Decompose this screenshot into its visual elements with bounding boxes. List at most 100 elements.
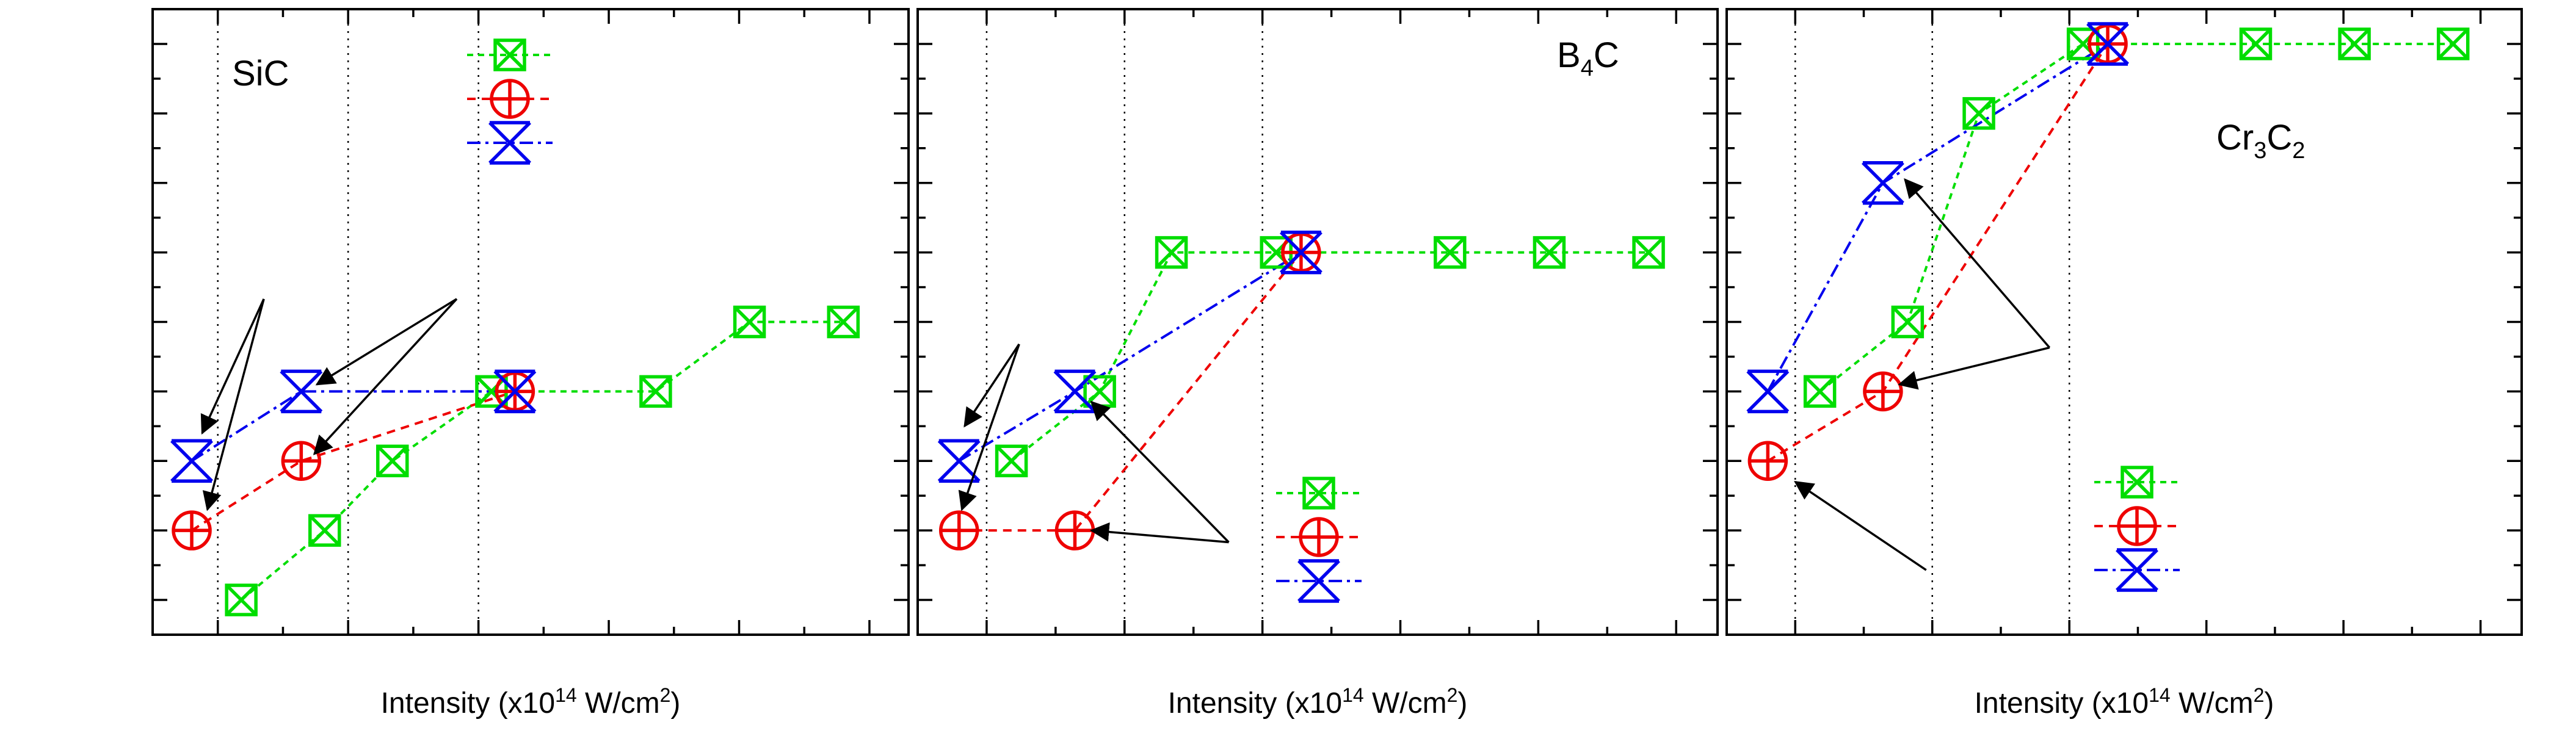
data-point-chirp-free bbox=[2338, 27, 2371, 60]
x-axis-title-mid: W/cm bbox=[1364, 687, 1447, 720]
data-point-neg-chirped bbox=[1053, 369, 1097, 414]
marker-chirp-free-x2 bbox=[1633, 236, 1665, 269]
annotation-arrow bbox=[1794, 480, 1927, 571]
marker-neg-chirped-d2 bbox=[937, 439, 981, 483]
marker-chirp-free-x2 bbox=[376, 445, 408, 477]
series-line-chirp-free bbox=[1819, 42, 2453, 392]
data-point-chirp-free bbox=[1962, 97, 1995, 130]
x-axis-title: Intensity (x1014 W/cm2) bbox=[381, 684, 681, 720]
data-point-neg-chirped bbox=[170, 439, 213, 483]
marker-chirp-free-x2 bbox=[1804, 375, 1836, 408]
marker-chirp-free-x2 bbox=[1434, 236, 1466, 269]
x-axis-title-sup2: 2 bbox=[660, 684, 671, 706]
marker-neg-chirped-d2 bbox=[280, 370, 323, 413]
data-point-chirp-free bbox=[733, 305, 766, 339]
x-axis-title-end: ) bbox=[1457, 687, 1467, 720]
legend-marker-box bbox=[1302, 477, 1335, 510]
data-point-neg-chirped bbox=[1279, 230, 1322, 275]
data-point-neg-chirped bbox=[2086, 22, 2130, 66]
marker-chirp-free-box bbox=[376, 444, 409, 478]
marker-chirp-free-x2 bbox=[827, 306, 860, 338]
marker-chirp-free-x2 bbox=[2437, 27, 2469, 60]
marker-chirp-free-box bbox=[1891, 305, 1925, 339]
marker-chirp-free-x2 bbox=[1155, 236, 1188, 269]
data-point-chirp-free bbox=[639, 375, 672, 408]
marker-chirp-free-box bbox=[1155, 236, 1188, 269]
legend-marker bbox=[2117, 506, 2157, 546]
annotation-arrow bbox=[1090, 400, 1230, 543]
data-point-neg-chirped bbox=[1746, 369, 1790, 414]
x-axis-title-sup: 14 bbox=[555, 684, 577, 706]
x-axis-title-sup: 14 bbox=[1342, 684, 1364, 706]
x-axis-title-sup: 14 bbox=[2149, 684, 2171, 706]
marker-chirp-free-box bbox=[2437, 27, 2470, 60]
x-axis-title: Intensity (x1014 W/cm2) bbox=[1975, 684, 2274, 720]
marker-chirp-free-box bbox=[1434, 236, 1467, 269]
data-point-chirp-free bbox=[995, 444, 1028, 478]
marker-chirp-free-box bbox=[2239, 27, 2273, 60]
annotation-arrow bbox=[315, 298, 457, 386]
series-line-pos-chirped bbox=[1767, 43, 2109, 462]
data-point-pos-chirped bbox=[1747, 441, 1788, 482]
annotation-arrow bbox=[313, 298, 458, 455]
marker-chirp-free-x2 bbox=[995, 445, 1028, 477]
data-point-pos-chirped bbox=[939, 510, 979, 550]
annotation-arrow bbox=[202, 298, 265, 511]
marker-chirp-free-x2 bbox=[1533, 236, 1566, 269]
marker-chirp-free-x2 bbox=[2240, 27, 2272, 60]
data-point-chirp-free bbox=[1083, 375, 1116, 408]
annotation-arrow bbox=[1898, 346, 2050, 390]
material-sub: 3 bbox=[2254, 138, 2266, 164]
marker-chirp-free-x2 bbox=[1892, 306, 1924, 338]
marker-chirp-free-box bbox=[1962, 97, 1995, 130]
series-line-pos-chirped bbox=[190, 390, 516, 532]
marker-chirp-free-x2 bbox=[2338, 27, 2371, 60]
material-label: SiC bbox=[232, 54, 289, 93]
data-point-pos-chirped bbox=[1054, 510, 1095, 550]
annotation-arrow bbox=[1089, 522, 1229, 544]
legend-marker-d2 bbox=[2116, 549, 2158, 591]
panel-b: Intensity (x1014 W/cm2) B4C bbox=[916, 8, 1719, 720]
marker-chirp-free-box bbox=[639, 375, 672, 408]
legend-marker bbox=[2121, 466, 2153, 499]
x-axis-title-main: Intensity (x10 bbox=[381, 687, 555, 720]
marker-chirp-free-box bbox=[995, 444, 1028, 478]
material-name: Cr bbox=[2216, 118, 2254, 157]
marker-neg-chirped-d2 bbox=[493, 370, 537, 413]
marker-neg-chirped-d2 bbox=[170, 439, 213, 483]
material-mid: C bbox=[2266, 118, 2292, 157]
legend-marker-d2 bbox=[488, 121, 531, 164]
annotation-arrow bbox=[1904, 178, 2051, 348]
marker-neg-chirped-d2 bbox=[1279, 231, 1322, 274]
marker-neg-chirped-d2 bbox=[1746, 370, 1790, 413]
data-point-neg-chirped bbox=[1861, 161, 1904, 205]
data-point-chirp-free bbox=[225, 583, 258, 616]
legend-marker-x2 bbox=[1303, 477, 1335, 509]
panel-a: Intensity (x1014 W/cm2) SiC bbox=[151, 8, 910, 720]
legend bbox=[1276, 477, 1362, 603]
marker-chirp-free-x2 bbox=[225, 584, 258, 616]
marker-chirp-free-box bbox=[308, 514, 341, 547]
legend-marker bbox=[493, 38, 526, 71]
marker-chirp-free-box bbox=[1803, 375, 1837, 408]
marker-chirp-free-box bbox=[827, 305, 860, 339]
data-point-chirp-free bbox=[1803, 375, 1837, 408]
series-line-neg-chirped bbox=[190, 390, 515, 462]
material-end: C bbox=[1594, 35, 1619, 75]
x-axis-title-main: Intensity (x10 bbox=[1975, 687, 2149, 720]
legend-marker bbox=[488, 121, 531, 165]
marker-chirp-free-box bbox=[1632, 236, 1665, 269]
legend-marker-box bbox=[493, 38, 526, 71]
data-point-chirp-free bbox=[2239, 27, 2273, 60]
data-point-neg-chirped bbox=[493, 369, 537, 414]
data-point-chirp-free bbox=[1632, 236, 1665, 269]
data-point-chirp-free bbox=[376, 444, 409, 478]
legend-marker bbox=[1299, 517, 1339, 557]
legend-marker-x2 bbox=[494, 39, 526, 71]
annotation-arrow bbox=[958, 344, 1020, 511]
panel-c: Intensity (x1014 W/cm2)Cr3C2 bbox=[1725, 8, 2523, 720]
marker-chirp-free-x2 bbox=[639, 375, 672, 408]
marker-chirp-free-box bbox=[733, 305, 766, 339]
marker-neg-chirped-d2 bbox=[1053, 370, 1097, 413]
x-axis-title-mid: W/cm bbox=[577, 687, 660, 720]
